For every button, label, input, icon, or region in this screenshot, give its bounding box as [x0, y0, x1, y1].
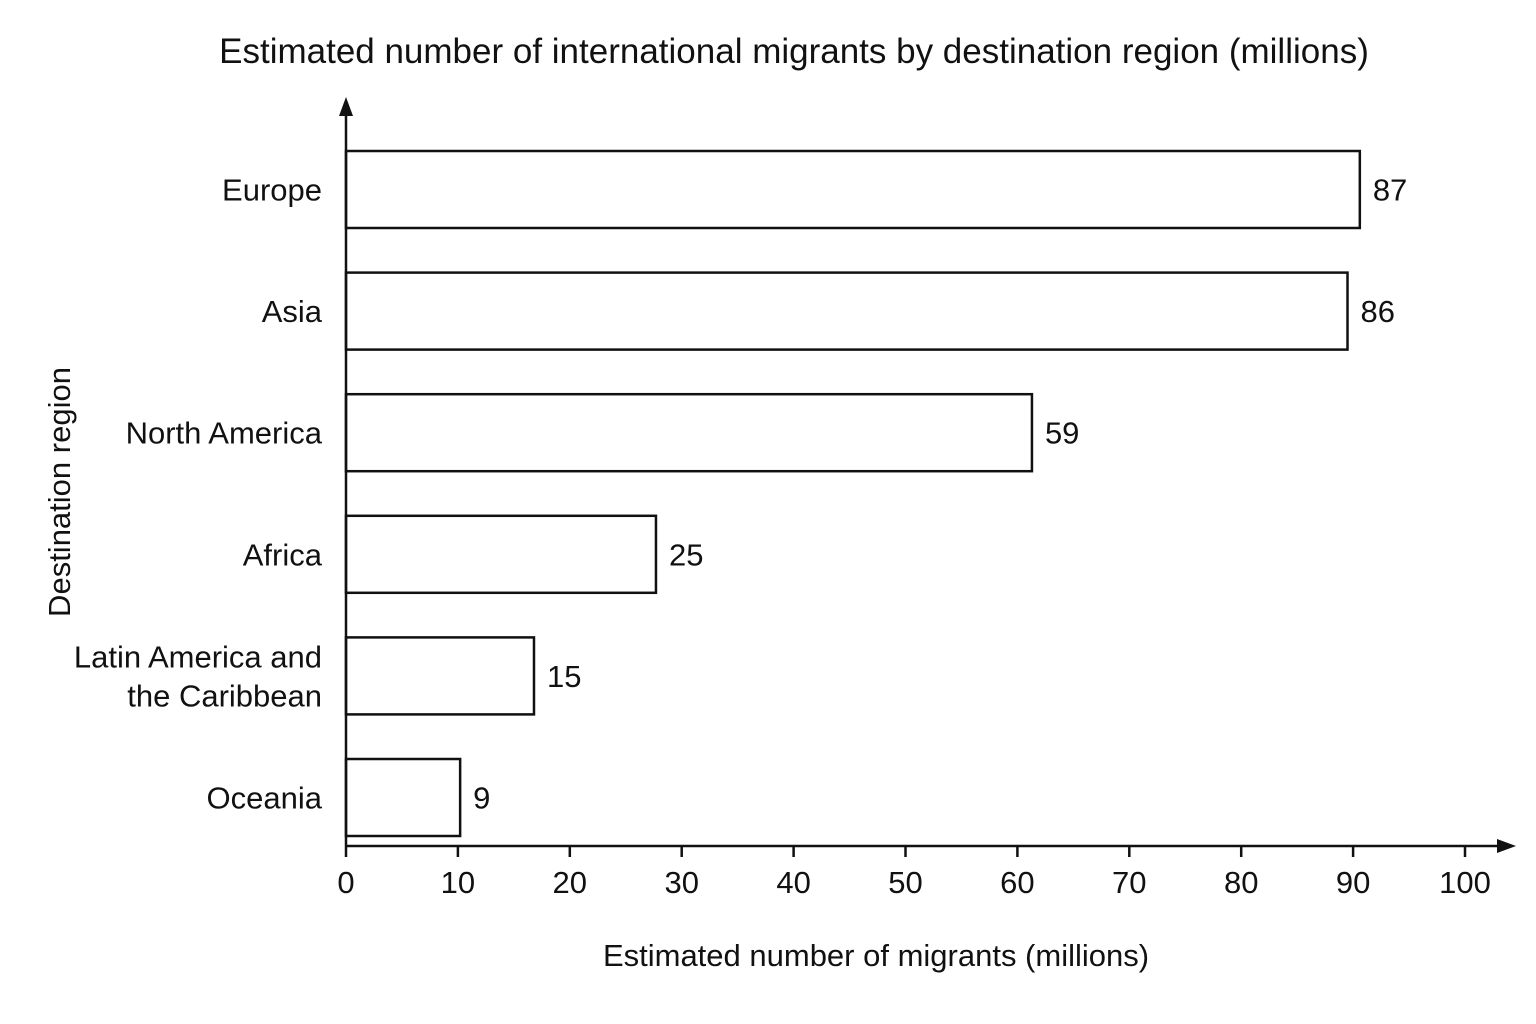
- x-tick-label: 20: [553, 865, 587, 900]
- bar: [344, 149, 1362, 230]
- x-tick-label: 0: [337, 865, 354, 900]
- x-tick-label: 70: [1112, 865, 1146, 900]
- category-label: the Caribbean: [127, 678, 322, 713]
- data-label: 87: [1373, 173, 1407, 208]
- data-labels-layer: 87 86 59 25 15 9: [473, 173, 1407, 816]
- bars-layer: [344, 149, 1362, 838]
- x-axis-arrow-icon: [1497, 839, 1516, 853]
- x-tick-label: 80: [1224, 865, 1258, 900]
- x-tick-label: 60: [1000, 865, 1034, 900]
- x-tick-label: 90: [1336, 865, 1370, 900]
- category-label: Africa: [243, 537, 323, 572]
- x-tick-label: 100: [1439, 865, 1491, 900]
- x-ticks-layer: 0 10 20 30 40 50 60 70 80 90 100: [337, 846, 1491, 900]
- data-label: 15: [547, 659, 581, 694]
- data-label: 86: [1361, 294, 1395, 329]
- data-label: 59: [1045, 416, 1079, 451]
- bar: [344, 757, 462, 838]
- data-label: 9: [473, 781, 490, 816]
- data-label: 25: [669, 537, 703, 572]
- category-label: Europe: [222, 173, 322, 208]
- bar: [344, 636, 536, 716]
- x-tick-label: 40: [776, 865, 810, 900]
- bar: [344, 514, 658, 595]
- x-tick-label: 10: [441, 865, 475, 900]
- chart-title: Estimated number of international migran…: [219, 32, 1369, 71]
- bar: [344, 392, 1034, 473]
- bar: [344, 271, 1349, 351]
- category-label: North America: [126, 416, 323, 451]
- category-labels-layer: Europe Asia North America Africa Latin Ameri…: [74, 173, 323, 816]
- category-label: Latin America and: [74, 639, 322, 674]
- y-axis-arrow-icon: [339, 97, 353, 116]
- category-label: Oceania: [207, 781, 323, 816]
- y-axis-title: Destination region: [42, 367, 77, 617]
- x-axis-title: Estimated number of migrants (millions): [603, 938, 1149, 973]
- category-label: Asia: [262, 294, 323, 329]
- x-tick-label: 50: [888, 865, 922, 900]
- x-tick-label: 30: [664, 865, 698, 900]
